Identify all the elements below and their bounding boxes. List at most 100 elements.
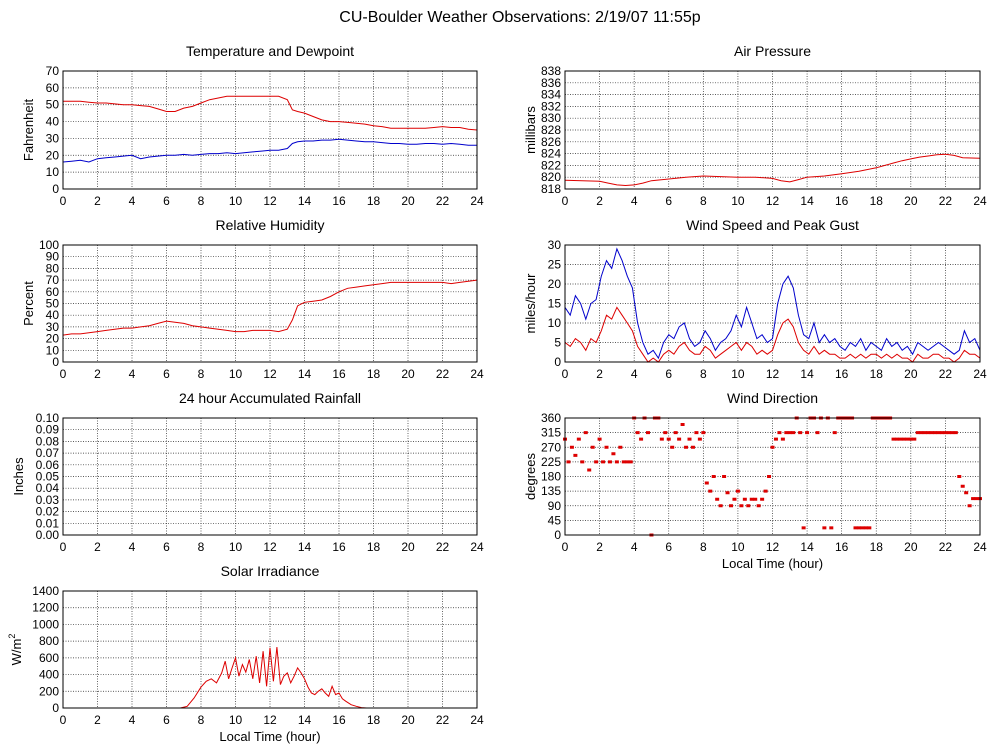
y-axis-label: millibars	[523, 106, 538, 154]
y-tick-label: 20	[46, 332, 60, 346]
x-tick-label: 8	[198, 194, 205, 208]
direction-point	[926, 431, 931, 435]
chart-title: Wind Speed and Peak Gust	[686, 217, 859, 233]
y-axis-label: Fahrenheit	[21, 99, 36, 162]
y-tick-label: 830	[541, 111, 561, 125]
direction-point	[943, 431, 948, 435]
y-tick-label: 0	[52, 355, 59, 369]
y-tick-label: 0	[52, 701, 59, 715]
x-tick-label: 24	[470, 367, 484, 381]
direction-point	[829, 526, 834, 530]
direction-point	[895, 437, 899, 441]
direction-point	[618, 445, 623, 449]
direction-point	[742, 497, 747, 501]
grid	[565, 418, 980, 535]
y-tick-label: 100	[39, 238, 59, 252]
x-tick-label: 20	[904, 367, 918, 381]
x-tick-label: 10	[229, 194, 243, 208]
x-tick-label: 12	[263, 194, 277, 208]
y-tick-label: 50	[46, 98, 60, 112]
chart-title: Relative Humidity	[216, 217, 325, 233]
plot-frame	[564, 244, 981, 363]
direction-point	[822, 526, 827, 530]
x-tick-label: 10	[731, 540, 745, 554]
direction-point	[856, 526, 861, 530]
direction-point	[936, 431, 941, 435]
x-tick-label: 16	[835, 540, 849, 554]
y-axis-label: Percent	[21, 281, 36, 326]
grid	[63, 245, 477, 362]
direction-point	[746, 504, 751, 508]
y-tick-label: 20	[548, 277, 562, 291]
y-tick-label: 828	[541, 123, 561, 137]
y-tick-label: 0.00	[36, 528, 60, 542]
y-tick-label: 30	[46, 320, 60, 334]
x-tick-label: 16	[332, 367, 346, 381]
direction-point	[604, 445, 609, 449]
direction-point	[957, 475, 962, 478]
x-tick-label: 22	[436, 367, 450, 381]
plot-frame	[62, 417, 478, 536]
x-tick-label: 14	[298, 540, 312, 554]
direction-point	[614, 460, 619, 464]
direction-point	[933, 431, 938, 435]
direction-point	[621, 460, 626, 464]
y-tick-label: 836	[541, 76, 561, 90]
direction-point	[725, 491, 730, 495]
y-tick-label: 0.09	[36, 423, 60, 437]
direction-point	[677, 437, 682, 441]
x-tick-label: 18	[367, 540, 381, 554]
y-axis-label: W/m2	[7, 634, 24, 666]
plot-frame	[62, 590, 478, 709]
direction-point	[967, 504, 972, 508]
direction-point	[798, 431, 803, 435]
y-tick-label: 315	[541, 426, 561, 440]
x-tick-label: 0	[60, 194, 67, 208]
direction-point	[974, 497, 979, 501]
y-tick-label: 5	[554, 336, 561, 350]
chart-title: Wind Direction	[727, 390, 818, 406]
y-axis-label-text: Inches	[11, 457, 26, 496]
x-tick-label: 2	[596, 540, 603, 554]
y-tick-label: 0.01	[36, 516, 60, 530]
direction-point	[815, 431, 820, 435]
direction-point	[919, 431, 924, 435]
x-tick-label: 14	[800, 540, 814, 554]
x-tick-label: 20	[401, 194, 415, 208]
x-tick-label: 14	[298, 367, 312, 381]
direction-point	[784, 431, 789, 435]
direction-point	[908, 437, 913, 441]
x-tick-label: 24	[470, 713, 484, 727]
series-line-red	[63, 646, 477, 709]
x-tick-label: 22	[436, 713, 450, 727]
direction-point	[901, 437, 906, 441]
x-tick-label: 6	[163, 540, 170, 554]
series-line-blue	[62, 138, 477, 163]
x-tick-label: 4	[631, 367, 638, 381]
direction-point	[628, 460, 633, 464]
chart-title: Temperature and Dewpoint	[186, 43, 354, 59]
y-tick-label: 90	[548, 499, 562, 513]
y-axis-label: Inches	[11, 457, 26, 496]
direction-point	[684, 445, 689, 449]
direction-point	[805, 431, 810, 435]
direction-point	[760, 497, 765, 501]
x-tick-label: 2	[94, 194, 101, 208]
direction-point	[697, 437, 702, 441]
direction-point	[611, 452, 616, 456]
direction-point	[739, 504, 744, 508]
direction-point	[971, 497, 976, 501]
y-tick-label: 10	[548, 316, 562, 330]
y-tick-label: 0.07	[36, 446, 60, 460]
y-axis-label: degrees	[523, 453, 538, 500]
direction-point	[607, 460, 612, 464]
y-axis-label-text: miles/hour	[523, 273, 538, 334]
plot-frame	[564, 70, 981, 190]
direction-point	[701, 431, 706, 435]
x-tick-label: 10	[229, 713, 243, 727]
direction-point	[763, 489, 768, 493]
y-tick-label: 30	[46, 131, 60, 145]
y-tick-label: 0.08	[36, 434, 60, 448]
